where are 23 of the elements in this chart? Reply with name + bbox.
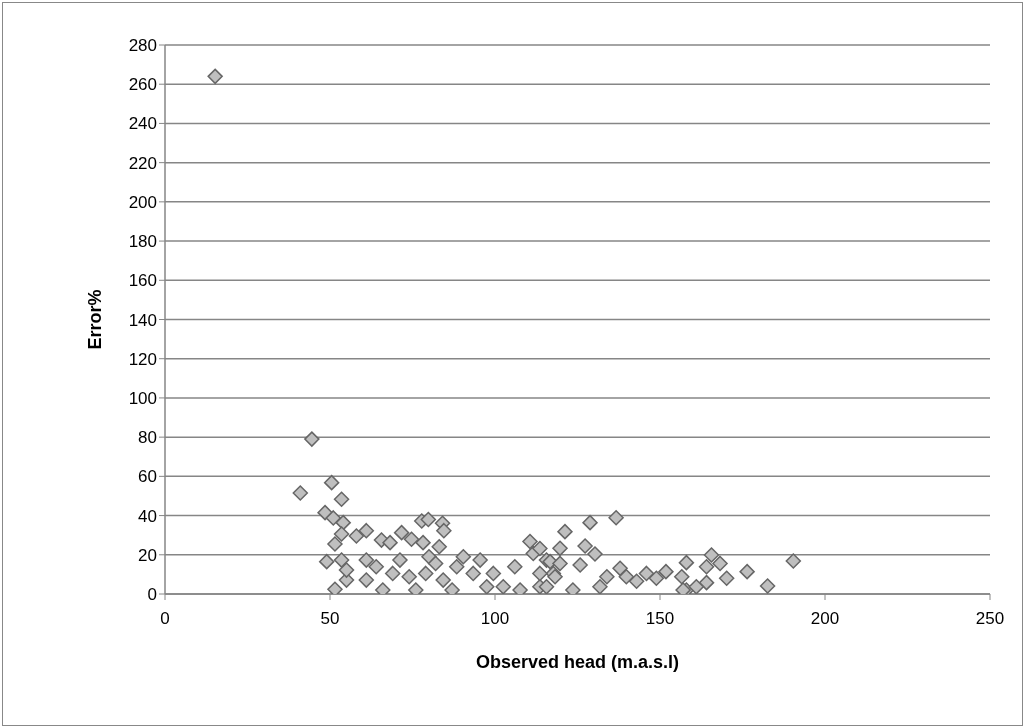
- x-axis-title: Observed head (m.a.s.l): [475, 652, 680, 672]
- y-tick-label: 260: [128, 75, 157, 95]
- y-tick-label: 160: [128, 271, 157, 291]
- x-tick-label: 100: [480, 609, 510, 629]
- y-tick-label: 0: [147, 585, 157, 605]
- y-tick-label: 120: [128, 349, 157, 369]
- y-tick-label: 140: [128, 310, 157, 330]
- y-tick-label: 80: [138, 428, 157, 448]
- y-tick-label: 100: [128, 388, 157, 408]
- y-axis-title: Error%: [85, 289, 106, 350]
- y-tick-label: 200: [128, 192, 157, 212]
- y-tick-label: 240: [128, 114, 157, 134]
- x-tick-label: 50: [320, 609, 340, 629]
- y-tick-label: 20: [138, 545, 157, 565]
- y-tick-label: 180: [128, 232, 157, 252]
- x-tick-label: 250: [975, 609, 1005, 629]
- x-tick-label: 150: [645, 609, 675, 629]
- y-tick-label: 220: [128, 153, 157, 173]
- y-tick-label: 60: [138, 467, 157, 487]
- x-tick-label: 0: [160, 609, 170, 629]
- x-tick-label: 200: [810, 609, 840, 629]
- y-tick-label: 280: [128, 36, 157, 56]
- y-tick-label: 40: [138, 506, 157, 526]
